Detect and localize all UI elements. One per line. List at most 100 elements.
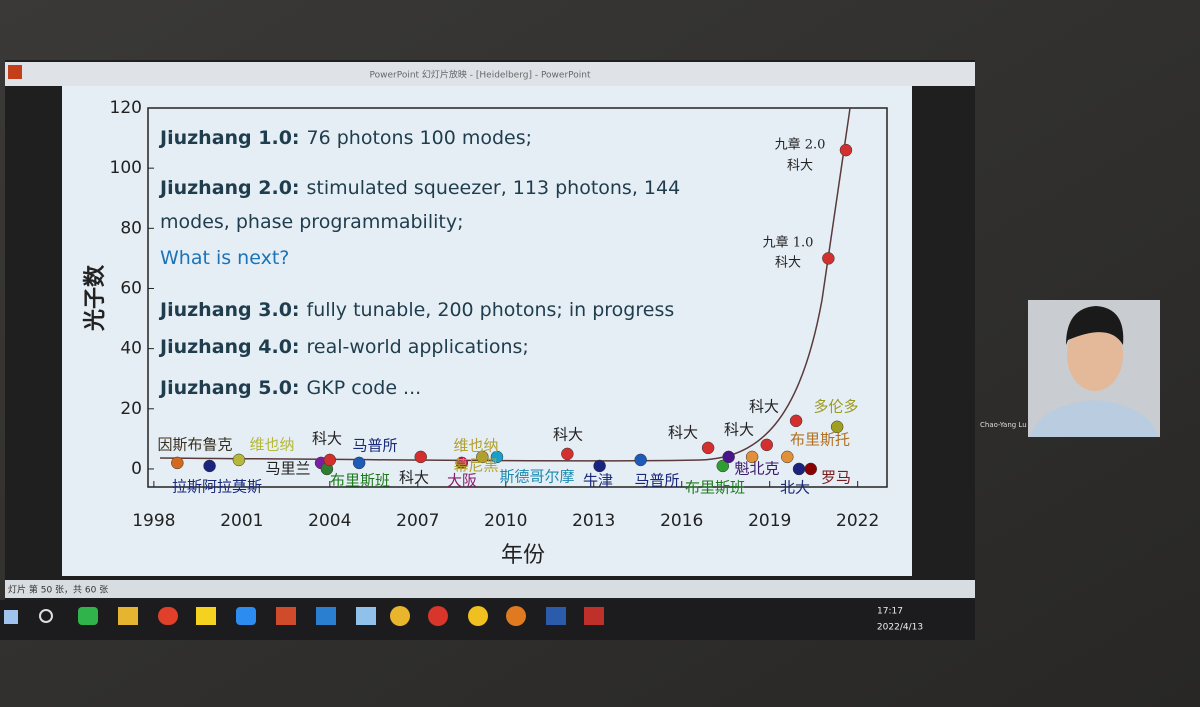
data-point bbox=[781, 450, 794, 464]
x-tick-label: 2022 bbox=[836, 511, 879, 531]
data-point bbox=[203, 459, 216, 473]
annotation: 因斯布鲁克 bbox=[157, 436, 232, 454]
x-tick-label: 2013 bbox=[572, 511, 615, 531]
app-icon[interactable] bbox=[468, 606, 488, 626]
x-tick-label: 2004 bbox=[308, 511, 351, 531]
app-icon[interactable] bbox=[584, 607, 604, 625]
annotation: 布里斯班 bbox=[330, 472, 390, 490]
chart: 年份 光子数 1998 2001 2004 2007 2010 2013 2016 2019 2… bbox=[82, 98, 888, 568]
speaker-face bbox=[1067, 319, 1123, 391]
data-point bbox=[323, 453, 337, 467]
status-text: 灯片 第 50 张，共 60 张 bbox=[8, 584, 108, 596]
slide-text: fully tunable, 200 photons; in progress bbox=[307, 299, 675, 321]
annotation: 九章 2.0 bbox=[775, 137, 826, 153]
clock-date: 2022/4/13 bbox=[877, 623, 923, 633]
x-tick-label: 2001 bbox=[220, 511, 263, 531]
window-title: PowerPoint 幻灯片放映 - [Heidelberg] - PowerP… bbox=[370, 69, 591, 81]
annotation: 科大 bbox=[312, 430, 342, 448]
app-icon[interactable] bbox=[236, 607, 256, 625]
data-point bbox=[561, 447, 574, 461]
y-tick-label: 100 bbox=[110, 158, 142, 178]
y-tick-label: 120 bbox=[110, 98, 142, 118]
data-point bbox=[839, 143, 853, 157]
app-icon[interactable] bbox=[276, 607, 296, 625]
annotation: 维也纳 bbox=[249, 436, 294, 454]
speaker-shirt bbox=[1030, 400, 1158, 437]
data-point bbox=[830, 420, 844, 434]
app-icon[interactable] bbox=[158, 607, 178, 625]
annotation: 科大 bbox=[668, 424, 698, 442]
app-icon bbox=[8, 65, 22, 79]
app-icon[interactable] bbox=[316, 607, 336, 625]
x-tick-label: 2019 bbox=[748, 511, 791, 531]
annotation: 马普所 bbox=[634, 472, 679, 490]
annotation: 幕尼黑 bbox=[453, 457, 498, 475]
start-button[interactable] bbox=[4, 610, 18, 624]
slide-text: GKP code ... bbox=[307, 377, 422, 399]
y-tick-label: 20 bbox=[120, 399, 142, 419]
data-point bbox=[792, 462, 806, 476]
clock-time: 17:17 bbox=[877, 607, 903, 617]
slide-text: stimulated squeezer, 113 photons, 144 bbox=[307, 177, 681, 199]
y-tick-label: 80 bbox=[120, 218, 142, 238]
data-point bbox=[476, 450, 489, 464]
slide-text-line: Jiuzhang 4.0: real-world applications; bbox=[158, 336, 529, 358]
search-button[interactable] bbox=[39, 609, 53, 623]
app-icon[interactable] bbox=[118, 607, 138, 625]
speaker-name: Chao-Yang Lu bbox=[980, 421, 1027, 429]
app-icon[interactable] bbox=[506, 606, 526, 626]
data-point bbox=[701, 441, 715, 455]
annotation: 多伦多 bbox=[813, 398, 858, 416]
slide-text-line: Jiuzhang 2.0: stimulated squeezer, 113 ph… bbox=[158, 177, 680, 199]
app-icon[interactable] bbox=[196, 607, 216, 625]
annotation: 科大 bbox=[399, 469, 429, 487]
annotation: 马普所 bbox=[352, 437, 397, 455]
slide-text-bold: Jiuzhang 5.0: bbox=[158, 377, 300, 399]
annotation: 科大 bbox=[724, 421, 754, 439]
data-point bbox=[232, 453, 246, 467]
annotation: 布里斯班 bbox=[685, 479, 745, 497]
x-axis-title: 年份 bbox=[501, 543, 545, 568]
data-point bbox=[171, 456, 184, 470]
x-tick-label: 1998 bbox=[132, 511, 175, 531]
slide-text-bold: Jiuzhang 1.0: bbox=[158, 127, 300, 149]
x-tick-label: 2007 bbox=[396, 511, 439, 531]
annotation: 科大 bbox=[775, 256, 801, 271]
taskbar bbox=[0, 600, 975, 640]
y-axis-title: 光子数 bbox=[82, 264, 108, 332]
y-tick-label: 0 bbox=[131, 459, 142, 479]
data-point bbox=[745, 450, 759, 464]
slide-text-bold: Jiuzhang 2.0: bbox=[158, 177, 300, 199]
app-icon[interactable] bbox=[356, 607, 376, 625]
app-icon[interactable] bbox=[428, 606, 448, 626]
x-tick-label: 2010 bbox=[484, 511, 527, 531]
slide-text-line: Jiuzhang 5.0: GKP code ... bbox=[158, 377, 421, 399]
app-icon[interactable] bbox=[78, 607, 98, 625]
slide-text-bold: Jiuzhang 4.0: bbox=[158, 336, 300, 358]
app-icon[interactable] bbox=[390, 606, 410, 626]
slide-text-bold: Jiuzhang 3.0: bbox=[158, 299, 300, 321]
slide-text: real-world applications; bbox=[307, 336, 529, 358]
data-point bbox=[716, 459, 730, 473]
annotation: 维也纳 bbox=[453, 437, 498, 455]
data-point bbox=[804, 462, 818, 476]
data-point bbox=[414, 450, 427, 464]
y-tick-label: 40 bbox=[120, 339, 142, 359]
app-icon[interactable] bbox=[546, 607, 566, 625]
annotation: 牛津 bbox=[583, 472, 613, 490]
slide-text: modes, phase programmability; bbox=[160, 211, 463, 233]
data-point bbox=[490, 450, 504, 464]
annotation: 拉斯阿拉莫斯 bbox=[172, 478, 262, 496]
data-point bbox=[722, 450, 735, 464]
annotation: 罗马 bbox=[821, 469, 851, 487]
slide bbox=[62, 86, 912, 576]
slide-text-line: Jiuzhang 1.0: 76 photons 100 modes; bbox=[158, 127, 532, 149]
annotation: 科大 bbox=[749, 398, 779, 416]
taskbar-icons bbox=[4, 606, 604, 626]
data-point bbox=[593, 459, 606, 473]
slide-text: What is next? bbox=[160, 247, 289, 269]
data-point bbox=[455, 456, 469, 470]
slide-text-line: What is next? bbox=[160, 247, 289, 269]
data-point bbox=[822, 252, 835, 265]
